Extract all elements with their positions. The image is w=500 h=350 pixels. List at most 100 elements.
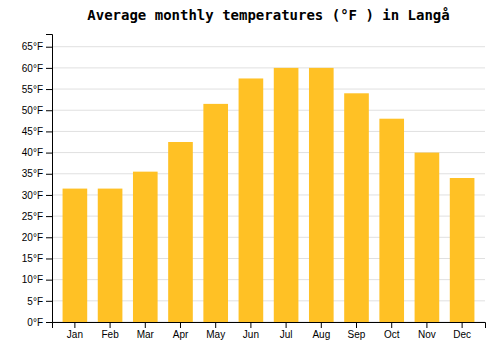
bar <box>63 189 88 322</box>
plot: 0°F 5°F 10°F 15°F 20°F 25°F 30°F 35°F 40°F 45°F 50… <box>22 35 486 341</box>
bar <box>168 142 193 322</box>
bar <box>450 178 475 322</box>
tick-mark <box>46 47 52 48</box>
tick-label: 0°F <box>27 317 43 328</box>
tick: Dec <box>453 322 471 340</box>
tick: Jan <box>67 322 83 340</box>
tick-label: 55°F <box>22 84 43 95</box>
grid-line <box>52 110 485 111</box>
tick: 65°F <box>22 41 52 52</box>
tick-label: 15°F <box>22 253 43 264</box>
tick: 20°F <box>22 232 52 243</box>
tick: 10°F <box>22 274 52 285</box>
tick-mark <box>286 322 287 328</box>
tick-mark <box>180 322 181 328</box>
tick: 0°F <box>27 317 52 328</box>
tick: Feb <box>101 322 119 340</box>
tick-label: 40°F <box>22 147 43 158</box>
tick-label: Aug <box>312 329 330 340</box>
tick: Nov <box>418 322 436 340</box>
tick-label: 20°F <box>22 232 43 243</box>
bar <box>98 189 123 322</box>
tick: 15°F <box>22 253 52 264</box>
tick: 45°F <box>22 126 52 137</box>
tick: Jun <box>243 322 259 340</box>
tick-mark <box>74 322 75 328</box>
bar <box>379 119 404 322</box>
grid-line <box>52 46 485 47</box>
tick-mark <box>46 131 52 132</box>
tick-mark <box>215 322 216 328</box>
tick: 60°F <box>22 63 52 74</box>
grid <box>52 47 485 322</box>
tick-label: Nov <box>418 329 436 340</box>
tick: Aug <box>312 322 330 340</box>
tick-label: Sep <box>348 329 366 340</box>
tick-mark <box>356 322 357 328</box>
tick-label: Oct <box>384 329 400 340</box>
tick: 40°F <box>22 147 52 158</box>
bar <box>309 68 334 322</box>
tick-label: 35°F <box>22 168 43 179</box>
tick-mark <box>46 258 52 259</box>
tick: Jul <box>280 322 293 340</box>
title: Average monthly temperatures (°F ) in La… <box>87 7 449 23</box>
tick-label: Feb <box>101 329 119 340</box>
tick: Mar <box>137 322 155 340</box>
tick-label: Jun <box>243 329 259 340</box>
tick-mark <box>46 174 52 175</box>
tick-mark <box>46 301 52 302</box>
tick-label: Dec <box>453 329 471 340</box>
tick-mark <box>46 89 52 90</box>
tick: 55°F <box>22 84 52 95</box>
grid-line <box>52 89 485 90</box>
bar <box>415 153 440 322</box>
tick: 35°F <box>22 168 52 179</box>
tick: Oct <box>384 322 400 340</box>
tick-mark <box>46 68 52 69</box>
grid-line <box>52 131 485 132</box>
tick: 30°F <box>22 190 52 201</box>
tick-label: 60°F <box>22 63 43 74</box>
tick-label: 50°F <box>22 105 43 116</box>
tick-mark <box>321 322 322 328</box>
chart: 0°F 5°F 10°F 15°F 20°F 25°F 30°F 35°F 40°F 45°F 50… <box>0 0 500 350</box>
tick-label: 45°F <box>22 126 43 137</box>
tick-mark <box>46 153 52 154</box>
axis-line <box>46 35 53 323</box>
tick-mark <box>462 322 463 328</box>
tick: Apr <box>173 322 189 340</box>
tick-mark <box>391 322 392 328</box>
tick-label: Jul <box>280 329 293 340</box>
tick: Sep <box>348 322 366 340</box>
tick-mark <box>46 195 52 196</box>
tick-mark <box>145 322 146 328</box>
tick-label: 65°F <box>22 41 43 52</box>
tick-mark <box>110 322 111 328</box>
tick-mark <box>46 322 52 323</box>
tick-label: 30°F <box>22 190 43 201</box>
tick: May <box>206 322 225 340</box>
bar <box>239 78 264 322</box>
bars <box>63 68 475 322</box>
bar <box>274 68 299 322</box>
tick-mark <box>250 322 251 328</box>
bar <box>133 172 158 322</box>
tick-label: 25°F <box>22 211 43 222</box>
tick-mark <box>46 110 52 111</box>
grid-line <box>52 67 485 68</box>
y-axis: 0°F 5°F 10°F 15°F 20°F 25°F 30°F 35°F 40°F 45°F 50… <box>22 35 53 328</box>
tick-label: 5°F <box>27 296 43 307</box>
tick: 5°F <box>27 296 52 307</box>
tick-mark <box>46 216 52 217</box>
axis-line <box>53 323 486 329</box>
tick: 50°F <box>22 105 52 116</box>
tick-label: Jan <box>67 329 83 340</box>
tick-label: 10°F <box>22 274 43 285</box>
tick-label: Mar <box>137 329 155 340</box>
tick-mark <box>46 280 52 281</box>
tick-mark <box>426 322 427 328</box>
x-axis: Jan Feb Mar Apr May Jun Jul Aug Sep Oct Nov Dec <box>53 322 486 340</box>
tick-label: Apr <box>173 329 189 340</box>
tick-mark <box>46 237 52 238</box>
